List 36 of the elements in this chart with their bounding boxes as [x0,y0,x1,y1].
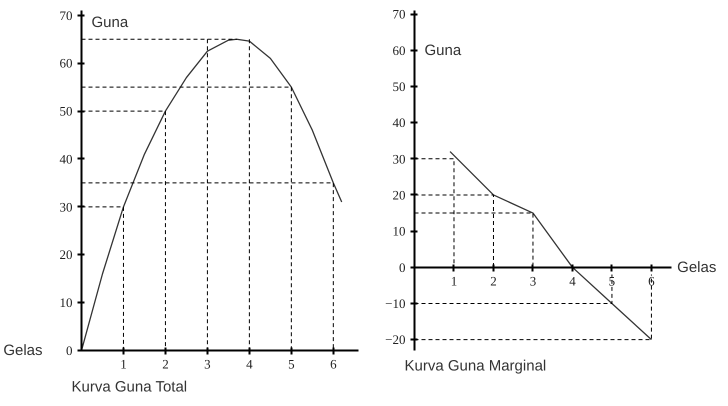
x-tick-label: 5 [288,356,295,372]
y-tick-label: 70 [392,6,406,22]
x-tick-label: 2 [490,273,497,288]
x-tick-label: 6 [330,356,338,372]
y-axis-title: Guna [92,14,129,31]
y-tick-label: 70 [60,8,72,23]
y-tick-label: 20 [60,247,72,262]
y-tick-label: 0 [399,260,406,275]
y-tick-label: 40 [60,151,72,166]
x-tick-label: 6 [648,273,656,288]
x-tick-label: 2 [162,356,169,372]
y-tick-label: 50 [392,78,406,94]
y-tick-label: 0 [66,343,72,358]
y-tick-label: 10 [60,295,72,310]
y-axis-title: Guna [424,42,462,59]
y-tick-label: 30 [392,151,406,166]
y-tick-label: 10 [392,224,406,239]
y-tick-label: −10 [385,296,406,311]
x-tick-label: 1 [120,356,127,372]
x-tick-label: 5 [608,273,616,288]
y-tick-label: 60 [60,56,72,71]
x-tick-label: 4 [569,273,576,288]
x-tick-label: 3 [530,273,536,288]
y-tick-label: 40 [392,115,406,130]
text: Kurva Guna Marginal [404,358,546,374]
text: Kurva Guna Total [72,378,188,396]
y-tick-label: 50 [60,104,72,119]
x-axis-title: Gelas [677,258,716,276]
x-tick-label: 3 [204,356,211,372]
y-tick-label: 20 [392,187,406,202]
x-tick-label: 1 [450,273,458,288]
y-tick-label: 30 [60,199,72,214]
y-tick-label: 60 [392,42,406,58]
y-tick-label: −20 [385,332,406,348]
x-tick-label: 4 [246,356,254,372]
x-axis-title: Gelas [3,342,43,359]
